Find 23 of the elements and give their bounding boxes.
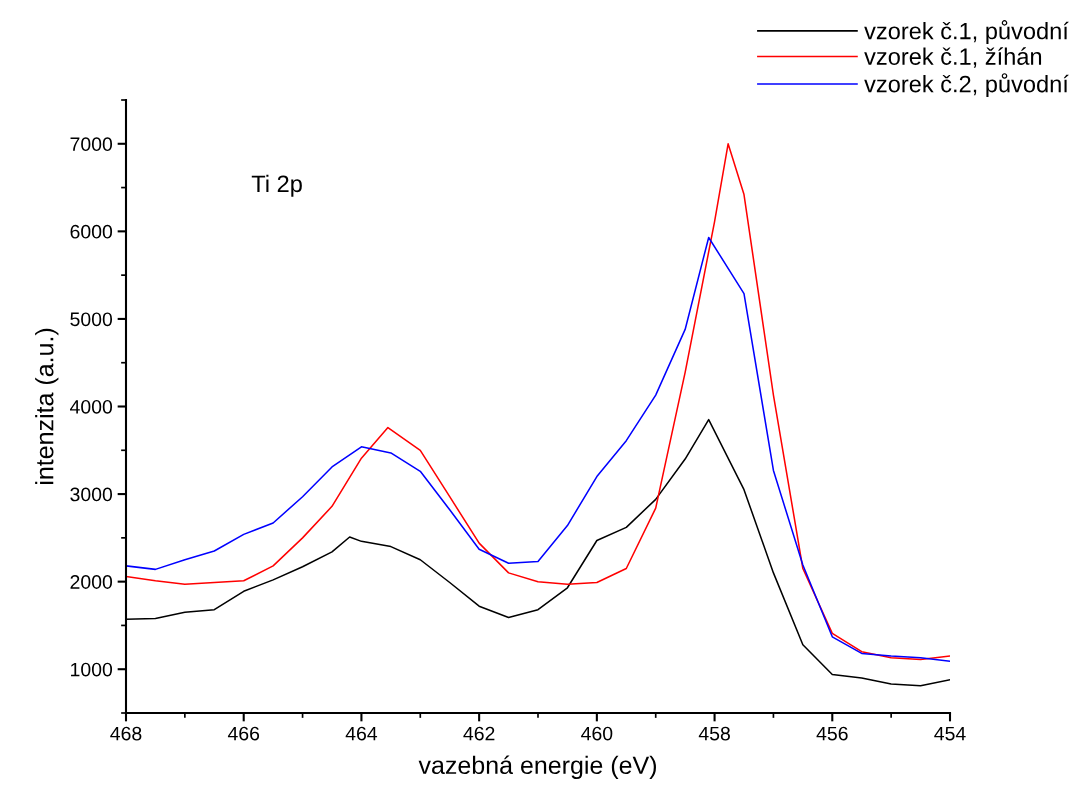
y-tick-label: 3000 (70, 487, 113, 502)
y-tick-label: 2000 (70, 575, 113, 589)
x-tick-label: 456 (816, 726, 848, 741)
y-tick-label: 6000 (70, 224, 113, 239)
y-axis-title: intenzita (a.u.) (35, 328, 59, 485)
legend-label: vzorek č.1, žíhán (864, 47, 1042, 68)
y-tick-label: 7000 (70, 137, 113, 152)
x-tick-label: 460 (581, 726, 613, 741)
legend-label: vzorek č.1, původní (864, 20, 1069, 45)
y-tick-label: 4000 (70, 399, 113, 414)
x-tick-label: 464 (345, 726, 378, 741)
x-tick-label: 462 (463, 726, 495, 741)
x-tick-label: 454 (934, 726, 966, 741)
legend-label: vzorek č.2, původní (864, 73, 1069, 98)
x-tick-label: 458 (698, 726, 730, 741)
annotation: Ti 2p (251, 174, 302, 197)
x-axis-title: vazebná energie (eV) (418, 755, 656, 780)
line-series (126, 143, 950, 661)
line-series (126, 236, 950, 663)
y-tick-label: 5000 (70, 312, 113, 327)
x-tick-label: 468 (110, 726, 142, 741)
y-tick-label: 1000 (71, 662, 113, 677)
x-tick-label: 466 (227, 726, 260, 741)
